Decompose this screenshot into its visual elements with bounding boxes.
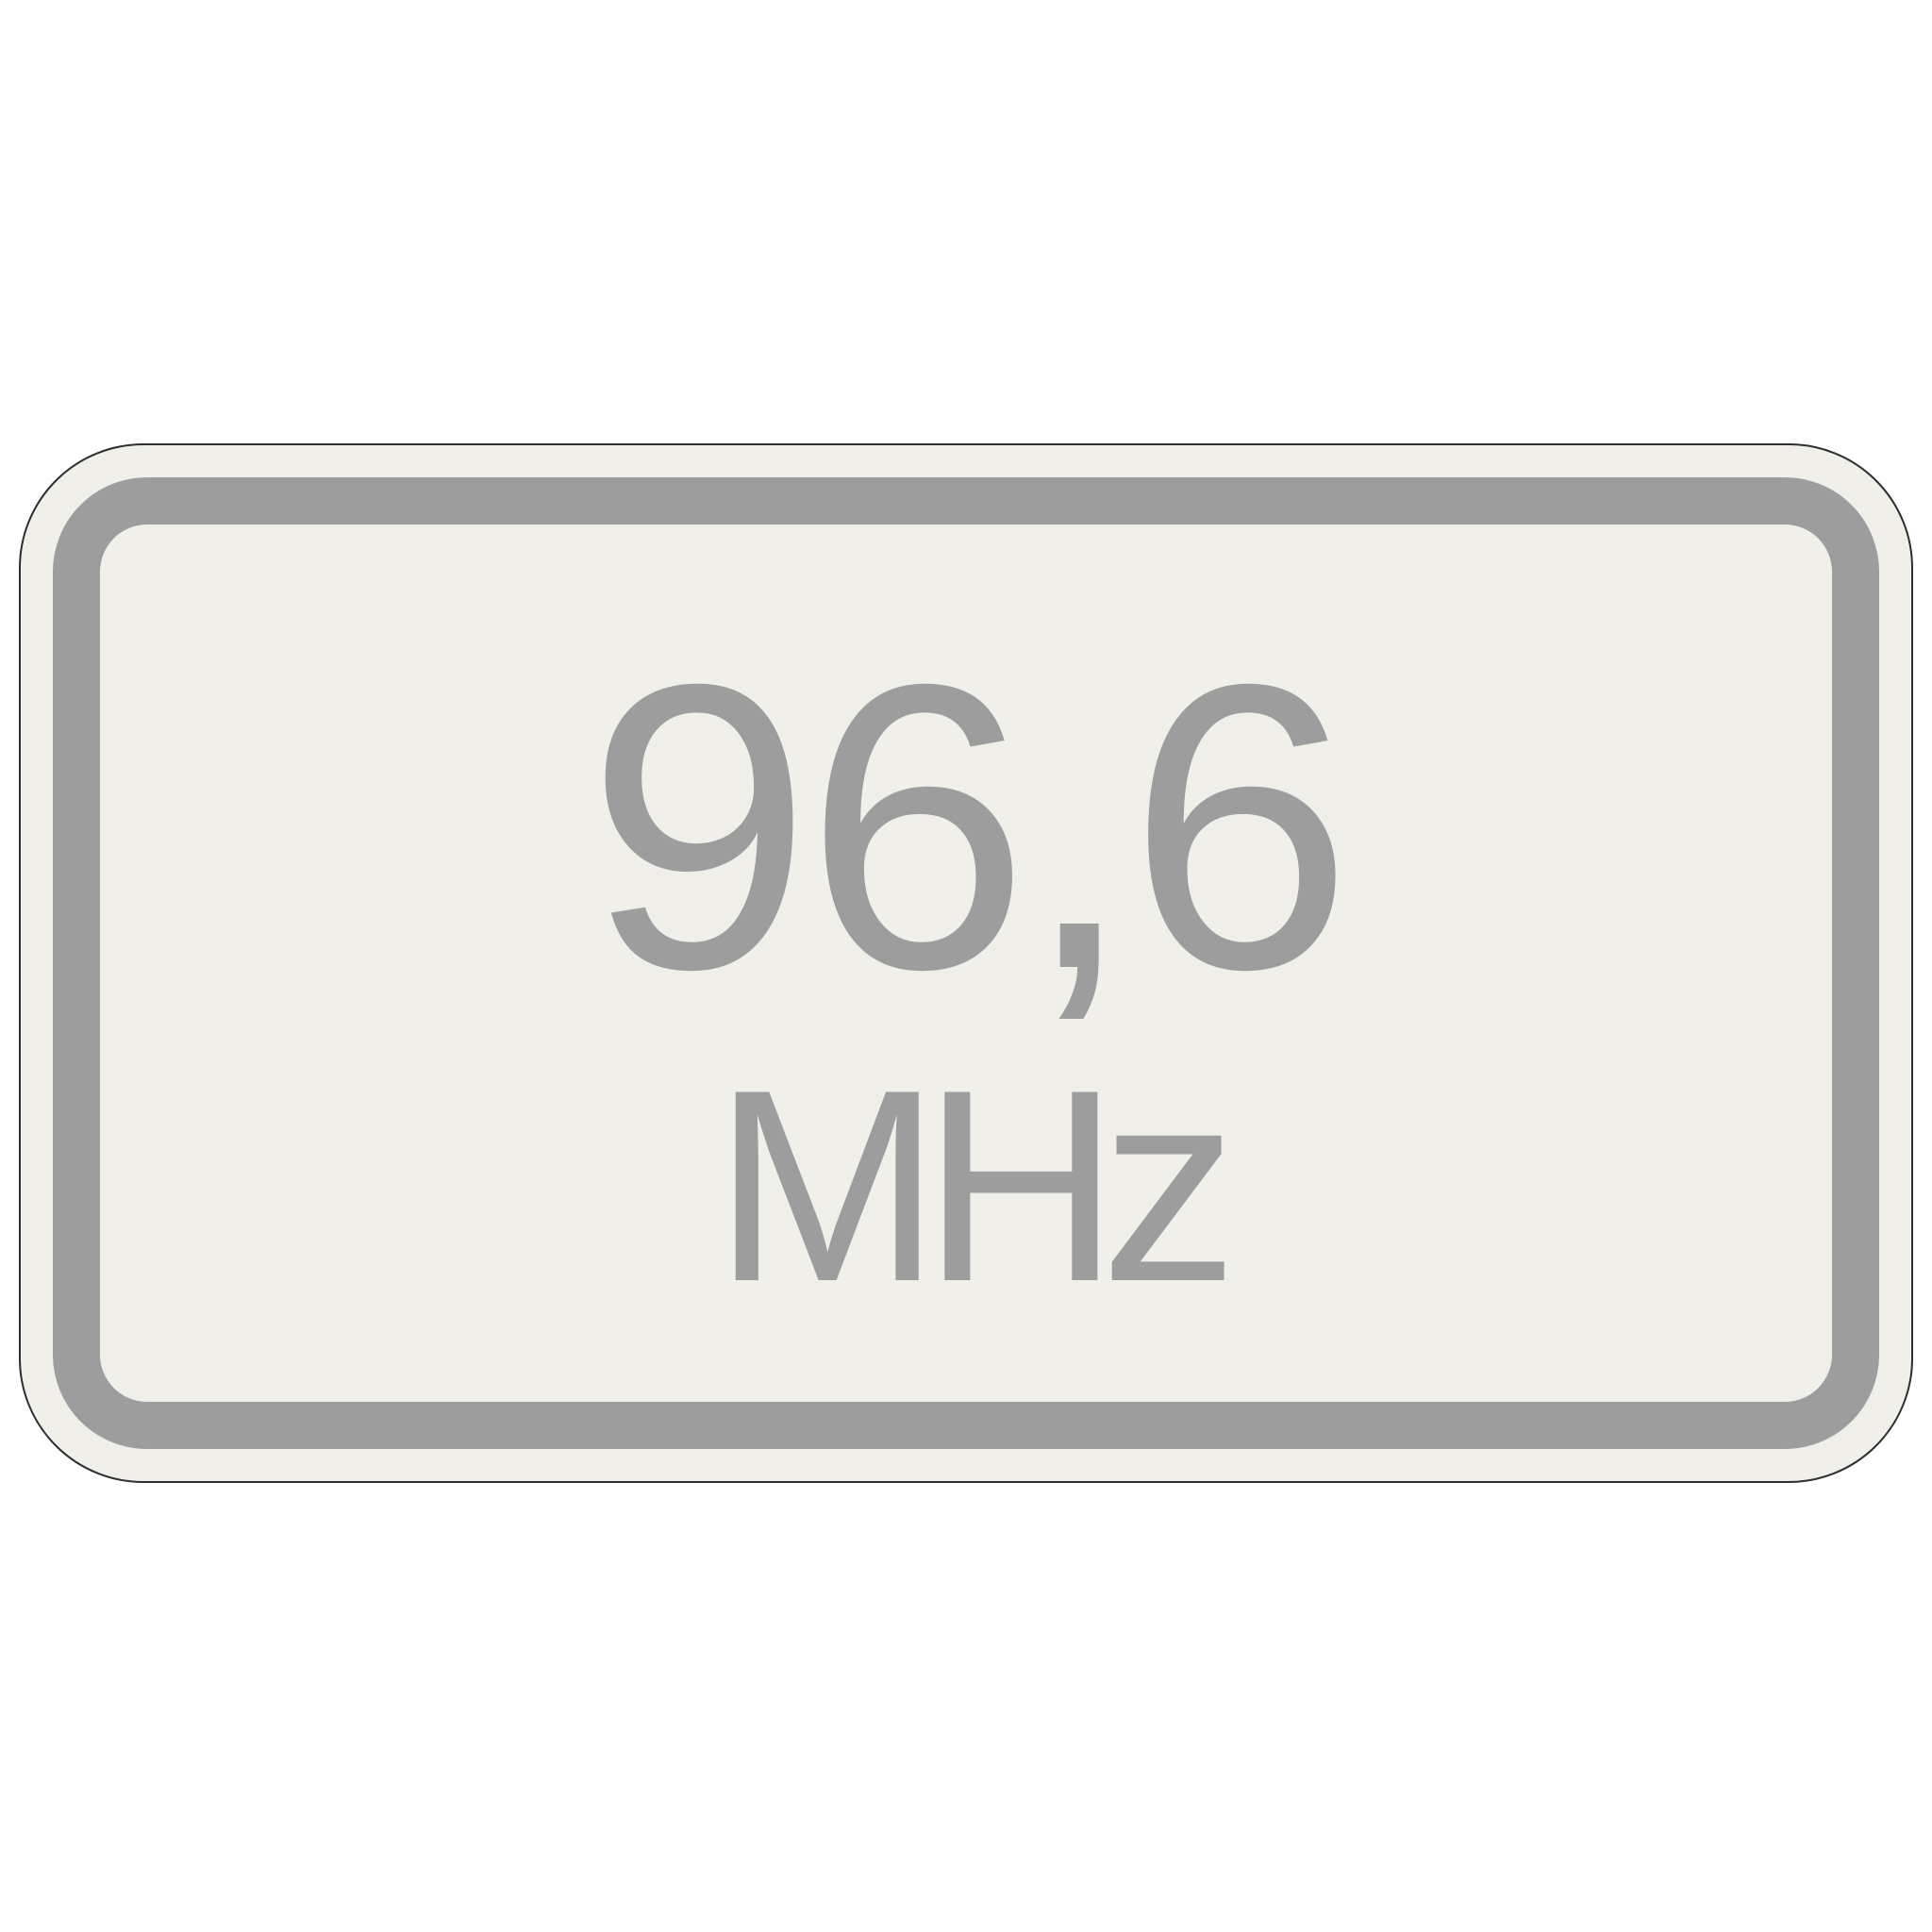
sign-content: 96,6 MHz [21, 445, 1911, 1481]
frequency-sign: 96,6 MHz [19, 443, 1913, 1483]
sign-inner-frame [53, 477, 1879, 1449]
frequency-unit: MHz [712, 1033, 1238, 1339]
frequency-value: 96,6 [586, 601, 1354, 1054]
